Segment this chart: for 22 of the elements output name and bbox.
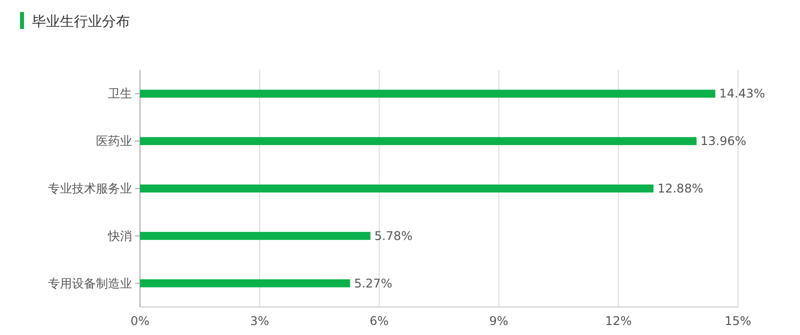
x-tick-label: 3% — [250, 314, 270, 328]
bar — [140, 279, 350, 288]
y-tick-label: 快消 — [107, 228, 132, 243]
chart-title: 毕业生行业分布 — [32, 14, 130, 30]
data-label: 13.96% — [700, 134, 746, 148]
y-tick-label: 专用设备制造业 — [48, 276, 132, 290]
y-tick-label: 专业技术服务业 — [48, 182, 132, 196]
bar — [140, 137, 697, 146]
data-label: 14.43% — [719, 86, 766, 101]
y-tick-label: 医药业 — [96, 134, 132, 148]
bar — [140, 184, 654, 192]
data-label: 5.27% — [354, 276, 392, 290]
data-label: 5.78% — [374, 228, 413, 243]
bar — [140, 232, 370, 240]
bar — [140, 90, 716, 98]
x-tick-label: 9% — [489, 314, 508, 328]
data-label: 12.88% — [657, 182, 704, 196]
x-tick-label: 0% — [130, 314, 150, 328]
x-tick-label: 12% — [605, 314, 632, 328]
y-tick-label: 卫生 — [108, 86, 132, 101]
x-tick-label: 15% — [724, 314, 752, 328]
x-tick-label: 6% — [370, 314, 389, 328]
